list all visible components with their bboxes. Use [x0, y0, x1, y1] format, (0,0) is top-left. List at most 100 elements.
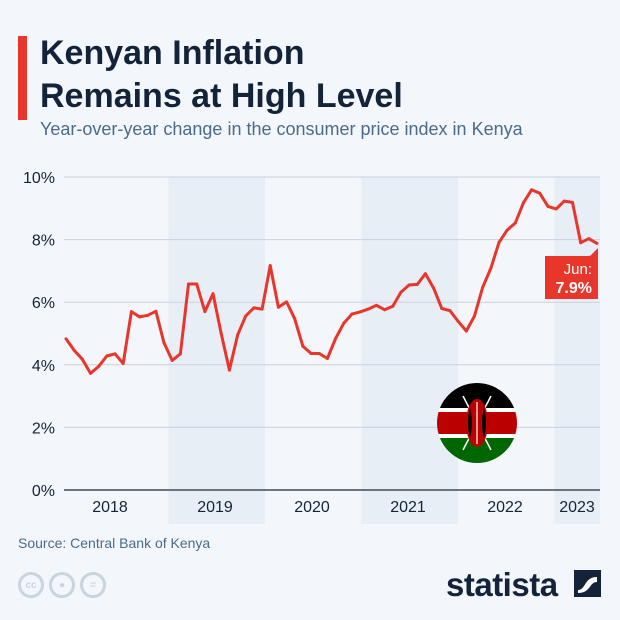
- callout-label: Jun:: [564, 261, 592, 278]
- data-point: [236, 333, 240, 337]
- data-point: [481, 285, 485, 289]
- data-point: [456, 319, 460, 323]
- year-band: [361, 177, 458, 524]
- callout-value: 7.9%: [556, 280, 592, 297]
- data-point: [301, 344, 305, 348]
- data-point: [268, 264, 272, 268]
- data-point: [309, 352, 313, 356]
- year-band: [554, 177, 600, 524]
- data-point: [170, 358, 174, 362]
- data-point: [293, 317, 297, 321]
- data-point: [432, 286, 436, 290]
- data-point: [260, 307, 264, 311]
- data-point: [464, 329, 468, 333]
- data-point: [80, 357, 84, 361]
- data-point: [244, 314, 248, 318]
- data-point: [105, 354, 109, 358]
- data-point: [89, 371, 93, 375]
- subtitle: Year-over-year change in the consumer pr…: [40, 119, 523, 139]
- data-point: [121, 362, 125, 366]
- series-line: [64, 188, 598, 375]
- data-point: [325, 357, 329, 361]
- y-tick-label: 0%: [32, 483, 55, 500]
- x-tick-label: 2020: [294, 499, 330, 516]
- data-point: [366, 307, 370, 311]
- data-point: [538, 191, 542, 195]
- kenya-flag-icon: [437, 383, 517, 463]
- data-point: [374, 303, 378, 307]
- no-derivatives-icon[interactable]: =: [80, 572, 106, 598]
- data-point: [219, 332, 223, 335]
- data-point: [554, 207, 558, 211]
- data-point: [317, 352, 321, 356]
- data-point: [570, 200, 574, 204]
- data-point: [97, 364, 101, 368]
- data-point: [423, 272, 427, 276]
- data-point: [448, 309, 452, 313]
- data-point: [178, 352, 182, 356]
- data-point: [415, 282, 419, 286]
- data-point: [146, 313, 150, 317]
- latest-value-callout: Jun: 7.9%: [545, 248, 598, 299]
- license-icons[interactable]: cc ● =: [18, 572, 106, 598]
- y-tick-label: 2%: [32, 420, 55, 437]
- data-point: [350, 312, 354, 316]
- title-accent-bar: [18, 36, 27, 120]
- x-tick-label: 2022: [487, 499, 523, 516]
- cc-icon[interactable]: cc: [18, 572, 44, 598]
- statista-logo[interactable]: statista: [446, 566, 558, 603]
- x-tick-label: 2019: [197, 499, 233, 516]
- data-point: [440, 306, 444, 310]
- title-line-2: Remains at High Level: [40, 77, 403, 115]
- year-band: [168, 177, 265, 524]
- statista-logo-mark-icon: [574, 570, 601, 597]
- y-tick-label: 6%: [32, 295, 55, 312]
- data-point: [252, 306, 256, 310]
- data-point: [138, 315, 142, 319]
- data-point: [407, 283, 411, 287]
- data-point: [472, 314, 476, 318]
- attribution-icon[interactable]: ●: [49, 572, 75, 598]
- data-point: [497, 240, 501, 244]
- data-point: [579, 241, 583, 245]
- data-point: [546, 204, 550, 208]
- y-tick-label: 8%: [32, 233, 55, 250]
- data-point: [383, 308, 387, 312]
- data-point: [227, 368, 231, 372]
- data-point: [211, 292, 215, 296]
- data-point: [562, 199, 566, 203]
- data-point: [521, 201, 525, 205]
- data-point: [334, 337, 338, 341]
- data-point: [162, 341, 166, 345]
- data-point: [530, 188, 534, 192]
- data-point: [203, 310, 207, 314]
- x-tick-label: 2021: [390, 499, 426, 516]
- page-title: Kenyan Inflation Remains at High Level: [40, 32, 403, 118]
- data-point: [595, 241, 599, 245]
- data-points: [64, 188, 599, 375]
- data-point: [587, 237, 591, 241]
- data-point: [391, 304, 395, 308]
- x-tick-label: 2018: [92, 499, 128, 516]
- data-point: [513, 221, 517, 225]
- data-point: [276, 305, 280, 309]
- data-point: [285, 300, 289, 304]
- data-point: [399, 290, 403, 294]
- data-point: [342, 321, 346, 325]
- source-note: Source: Central Bank of Kenya: [18, 535, 211, 551]
- y-tick-label: 4%: [32, 358, 55, 375]
- title-line-1: Kenyan Inflation: [40, 34, 305, 72]
- data-point: [154, 309, 158, 313]
- data-point: [195, 282, 199, 286]
- x-tick-label: 2023: [559, 499, 595, 516]
- y-tick-label: 10%: [23, 170, 55, 187]
- data-point: [64, 337, 68, 341]
- data-point: [505, 228, 509, 232]
- data-point: [129, 310, 133, 314]
- data-point: [489, 266, 493, 270]
- data-point: [113, 352, 117, 356]
- data-point: [358, 310, 362, 314]
- data-point: [72, 348, 76, 352]
- data-point: [187, 282, 191, 286]
